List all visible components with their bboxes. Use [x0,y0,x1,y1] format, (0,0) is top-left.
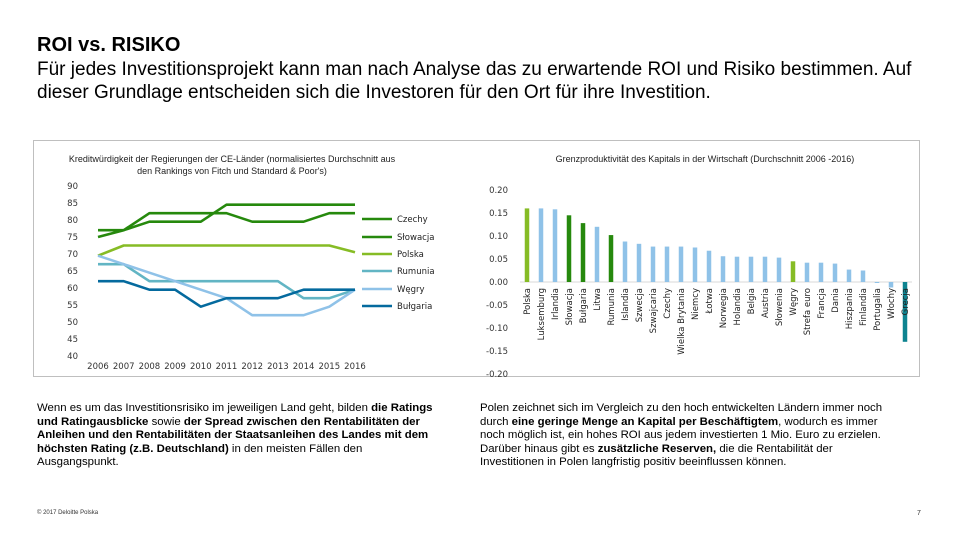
left-text-bold-1: die Ratings und Ratingausblicke [37,402,433,428]
right-text-bold-1: eine geringe Menge an Kapital per Beschä… [511,415,779,428]
line-chart-title: Kreditwürdigkeit der Regierungen der CE-… [68,154,396,176]
left-text-3: in den meisten Fällen den Ausgangspunkt. [37,442,363,469]
page-title: ROI vs. RISIKO [37,34,181,56]
left-text-bold-2: der Spread zwischen den Rentabilitäten d… [37,415,429,455]
bar-chart-title: Grenzproduktivität des Kapitals in der W… [555,154,855,164]
page-number: 7 [917,510,921,517]
right-text-3: die die Rentabilität der Investitionen i… [480,442,833,469]
right-text-2: , wodurch es immer noch möglich ist, ein… [480,415,881,455]
charts-frame [33,140,920,377]
page-subtitle: Für jedes Investitionsprojekt kann man n… [37,59,912,103]
left-text-2: sowie [148,415,184,428]
right-text-bold-2: zusätzliche Reserven, [597,442,717,455]
left-paragraph: Wenn es um das Investitionsrisiko im jew… [37,402,442,470]
copyright: © 2017 Deloitte Polska [37,510,99,516]
right-text-1: Polen zeichnet sich im Vergleich zu den … [480,402,883,428]
left-text-1: Wenn es um das Investitionsrisiko im jew… [37,402,372,414]
right-paragraph: Polen zeichnet sich im Vergleich zu den … [480,402,892,470]
